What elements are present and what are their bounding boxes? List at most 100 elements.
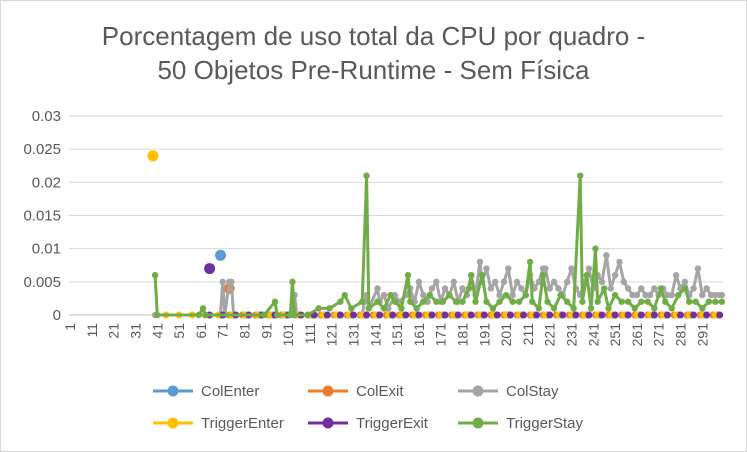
point-triggerexit (637, 311, 645, 319)
point-colstay (638, 285, 645, 292)
point-triggerstay (699, 305, 706, 312)
legend-label: TriggerExit (356, 414, 428, 432)
point-triggerexit (624, 311, 632, 319)
point-triggerexit (690, 311, 698, 319)
point-triggerstay (644, 298, 651, 305)
point-colstay (380, 291, 388, 299)
x-tick-label: 211 (520, 323, 536, 346)
point-triggerstay (452, 298, 460, 305)
point-colstay (505, 265, 512, 272)
point-triggerexit (336, 311, 344, 319)
point-colstay (633, 291, 641, 299)
point-triggerstay (348, 305, 355, 312)
x-tick-label: 141 (367, 323, 383, 347)
chart-title: Porcentagem de uso total da CPU por quad… (1, 19, 746, 87)
legend-swatch (308, 385, 348, 397)
point-triggerstay (502, 291, 510, 299)
y-tick-label: 0.005 (23, 274, 61, 291)
point-triggerexit (428, 311, 436, 319)
x-tick-label: 221 (542, 323, 558, 347)
x-tick-label: 241 (585, 323, 601, 347)
legend-label: TriggerStay (506, 414, 583, 432)
point-triggerstay (363, 172, 370, 179)
point-triggerstay (260, 311, 268, 319)
legend-item-colenter: ColEnter (151, 381, 259, 401)
point-triggerstay (365, 305, 372, 312)
x-tick-label: 11 (84, 323, 100, 338)
point-triggerexit (520, 311, 528, 319)
point-colstay (374, 285, 381, 292)
point-triggerexit (546, 311, 554, 319)
point-triggerstay (651, 305, 658, 312)
point-triggerstay (718, 298, 726, 305)
point-colstay (509, 291, 516, 299)
point-triggerexit (323, 311, 331, 319)
point-triggerexit (703, 311, 711, 319)
legend-swatch (458, 385, 498, 397)
point-colstay (694, 265, 702, 272)
point-triggerstay (468, 272, 475, 279)
point-triggerstay (631, 305, 638, 312)
x-tick-label: 201 (498, 323, 514, 347)
point-colstay (646, 291, 654, 299)
y-tick-label: 0.02 (32, 174, 61, 191)
point-colstay (546, 285, 553, 292)
point-triggerexit (533, 311, 541, 319)
chart-title-line-1: Porcentagem de uso total da CPU por quad… (101, 21, 646, 51)
point-triggerexit (204, 263, 216, 275)
x-tick-label: 1 (62, 323, 78, 331)
x-tick-label: 281 (672, 323, 688, 347)
x-tick-label: 191 (476, 323, 492, 347)
x-tick-label: 31 (127, 323, 143, 339)
point-triggerstay (472, 298, 479, 305)
x-tick-label: 181 (454, 323, 470, 347)
point-triggerstay (550, 305, 558, 312)
point-colstay (699, 291, 706, 299)
point-colstay (535, 278, 542, 286)
x-tick-label: 51 (171, 323, 187, 339)
point-triggerexit (376, 311, 384, 319)
point-triggerstay (478, 272, 486, 279)
point-triggerstay (638, 298, 645, 305)
legend-item-triggerenter: TriggerEnter (151, 413, 284, 433)
point-colstay (487, 285, 495, 292)
point-triggerexit (493, 311, 501, 319)
point-triggerstay (289, 278, 296, 286)
point-triggerexit (572, 311, 580, 319)
point-colstay (491, 278, 499, 286)
point-triggerexit (415, 311, 423, 319)
point-colstay (616, 258, 623, 266)
point-triggerstay (465, 285, 473, 292)
point-colstay (450, 278, 457, 286)
point-triggerstay (380, 305, 388, 312)
point-triggerexit (389, 311, 397, 319)
point-triggerstay (539, 272, 547, 279)
point-triggerstay (557, 291, 564, 299)
y-tick-label: 0.015 (23, 208, 61, 225)
point-colstay (703, 285, 710, 292)
point-triggerstay (154, 311, 161, 319)
legend-swatch (153, 417, 193, 429)
point-colstay (219, 278, 226, 286)
point-triggerstay (579, 298, 586, 305)
point-colstay (620, 278, 628, 286)
point-triggerstay (587, 305, 595, 312)
legend-label: ColEnter (201, 382, 260, 400)
point-triggerstay (483, 298, 490, 305)
point-colstay (433, 278, 440, 286)
point-triggerstay (611, 291, 619, 299)
x-tick-label: 171 (433, 323, 449, 347)
point-triggerexit (454, 311, 462, 319)
point-colenter (215, 249, 227, 261)
point-triggerstay (398, 305, 405, 312)
point-colstay (651, 285, 658, 292)
point-triggerexit (611, 311, 619, 319)
legend-swatch (458, 417, 498, 429)
point-colstay (428, 285, 436, 292)
point-colstay (690, 285, 697, 292)
point-triggerstay (668, 305, 675, 312)
point-triggerexit (676, 311, 684, 319)
point-colstay (459, 285, 466, 292)
point-triggerstay (681, 285, 689, 292)
point-triggerenter (147, 150, 159, 162)
